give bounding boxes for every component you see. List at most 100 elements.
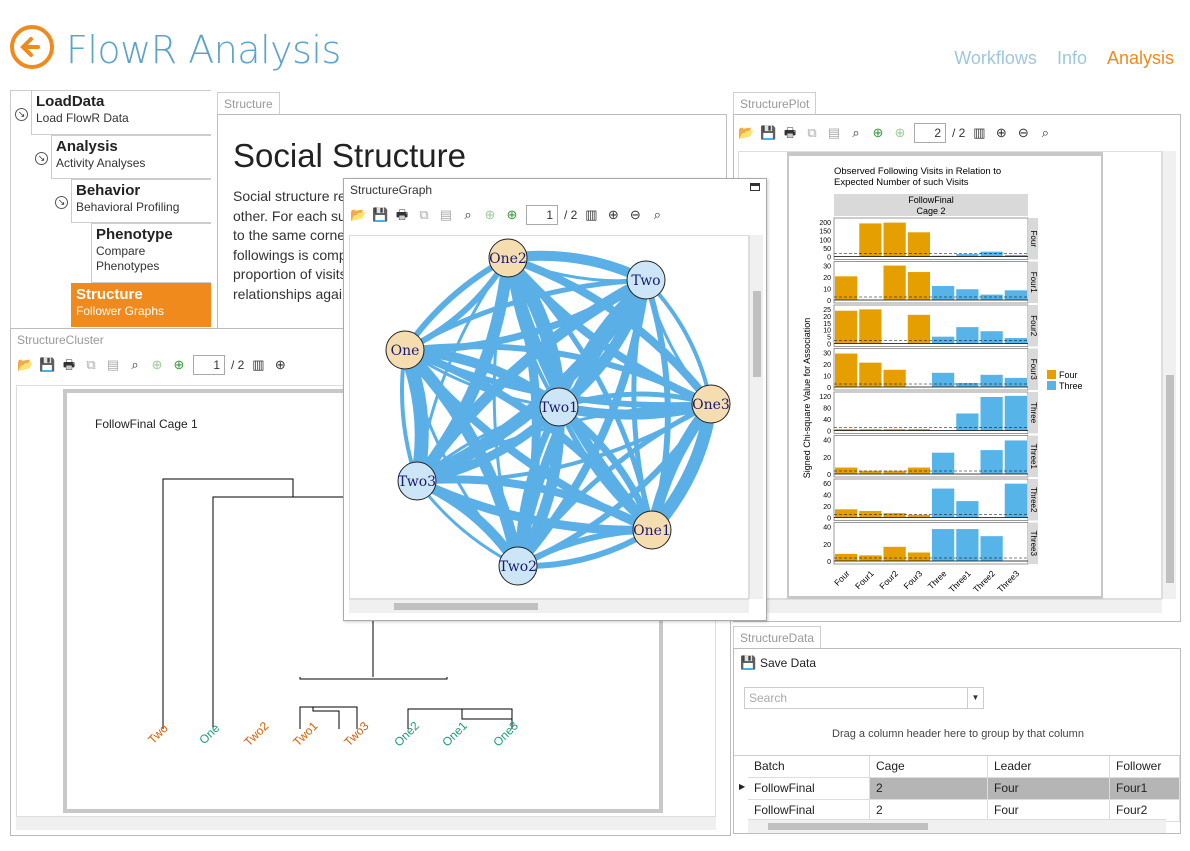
zoom-menu-icon[interactable]: ⌕ <box>1041 125 1049 140</box>
graph-vscroll[interactable] <box>749 235 763 599</box>
paste-icon[interactable]: ▤ <box>106 357 120 372</box>
find-icon[interactable]: ⌕ <box>131 357 139 372</box>
x-tick-label: Three1 <box>947 568 973 594</box>
facet-label: Four1 <box>1029 272 1038 293</box>
plot-vscroll[interactable] <box>1162 151 1176 599</box>
legend-swatch <box>1047 381 1056 390</box>
chart-title: Expected Number of such Visits <box>834 177 969 188</box>
scroll-thumb[interactable] <box>768 823 928 830</box>
table-cell[interactable]: FollowFinal <box>748 778 870 800</box>
page-down-icon[interactable]: ⊕ <box>894 125 906 140</box>
graph-node <box>498 546 538 586</box>
workflow-item-behavior[interactable]: Behavior Behavioral Profiling <box>71 179 211 223</box>
search-input[interactable]: Search ▼ <box>744 687 984 709</box>
scroll-thumb[interactable] <box>394 603 538 610</box>
follower-graph: One2 Two One Two1 One3 Two3 One1 Two2 <box>385 238 731 586</box>
page-up-icon[interactable]: ⊕ <box>872 125 884 140</box>
table-cell[interactable]: 2 <box>870 778 988 800</box>
page-down-icon[interactable]: ⊕ <box>506 207 518 222</box>
copy-icon[interactable]: ⧉ <box>807 125 817 140</box>
node-label: One1 <box>633 523 671 539</box>
copy-icon[interactable]: ⧉ <box>419 207 429 222</box>
bar <box>932 286 955 300</box>
nav-workflows[interactable]: Workflows <box>954 48 1037 68</box>
workflow-item-phenotype[interactable]: Phenotype Compare Phenotypes <box>91 223 211 283</box>
back-button[interactable] <box>10 25 54 69</box>
graph-hscroll[interactable] <box>349 599 749 613</box>
page-layout-icon[interactable]: ▥ <box>252 357 265 372</box>
y-tick-label: 0 <box>827 429 831 436</box>
print-icon[interactable]: 🖶 <box>783 125 797 140</box>
print-icon[interactable]: 🖶 <box>395 207 409 222</box>
tab-structure[interactable]: Structure <box>217 92 280 114</box>
bar <box>883 513 906 518</box>
page-layout-icon[interactable]: ▥ <box>585 207 598 222</box>
page-up-icon[interactable]: ⊕ <box>151 357 163 372</box>
zoom-in-icon[interactable]: ⊕ <box>274 357 286 372</box>
save-data-button[interactable]: 💾 Save Data <box>740 655 817 670</box>
open-folder-icon[interactable]: 📂 <box>17 357 34 372</box>
expand-icon[interactable]: ↘ <box>35 152 48 165</box>
chevron-down-icon[interactable]: ▼ <box>967 688 983 708</box>
nav-info[interactable]: Info <box>1056 48 1087 68</box>
bar <box>980 396 1003 431</box>
graph-edge <box>515 401 714 569</box>
zoom-in-icon[interactable]: ⊕ <box>607 207 619 222</box>
find-icon[interactable]: ⌕ <box>464 207 472 222</box>
column-header[interactable]: Cage <box>870 756 988 778</box>
y-tick-label: 0 <box>827 342 831 349</box>
save-icon[interactable]: 💾 <box>760 125 777 140</box>
scroll-thumb[interactable] <box>1166 375 1174 583</box>
x-tick-label: Four2 <box>877 568 900 591</box>
minimize-icon[interactable] <box>750 183 760 191</box>
page-input[interactable]: 2 <box>914 123 946 143</box>
save-icon[interactable]: 💾 <box>39 357 56 372</box>
graph-node <box>539 387 579 427</box>
workflow-item-analysis[interactable]: Analysis Activity Analyses <box>51 135 211 179</box>
bar <box>835 353 858 387</box>
paste-icon[interactable]: ▤ <box>439 207 453 222</box>
scroll-thumb[interactable] <box>753 291 761 377</box>
workflow-item-loaddata[interactable]: LoadData Load FlowR Data <box>31 91 211 135</box>
workflow-item-structure[interactable]: Structure Follower Graphs <box>71 283 211 327</box>
workflow-tree: LoadData Load FlowR Data ↘ Analysis Acti… <box>10 90 211 330</box>
page-up-icon[interactable]: ⊕ <box>484 207 496 222</box>
copy-icon[interactable]: ⧉ <box>86 357 96 372</box>
bar <box>859 470 882 474</box>
y-tick-label: 30 <box>823 264 831 271</box>
cluster-hscroll[interactable] <box>16 816 716 830</box>
expand-icon[interactable]: ↘ <box>15 108 28 121</box>
node-label: Two <box>631 273 660 289</box>
table-cell[interactable]: Four <box>988 778 1110 800</box>
bar <box>1004 254 1027 257</box>
structure-graph-window[interactable]: StructureGraph 📂 💾 🖶 ⧉ ▤ ⌕ ⊕ ⊕ 1 / 2 ▥ ⊕… <box>343 178 767 621</box>
zoom-menu-icon[interactable]: ⌕ <box>653 207 661 222</box>
open-folder-icon[interactable]: 📂 <box>350 207 367 222</box>
bar <box>883 222 906 257</box>
nav-analysis[interactable]: Analysis <box>1106 48 1174 68</box>
paste-icon[interactable]: ▤ <box>827 125 841 140</box>
zoom-in-icon[interactable]: ⊕ <box>995 125 1007 140</box>
column-header[interactable]: Leader <box>988 756 1110 778</box>
column-header[interactable]: Follower <box>1110 756 1180 778</box>
open-folder-icon[interactable]: 📂 <box>738 125 755 140</box>
zoom-out-icon[interactable]: ⊖ <box>1017 125 1029 140</box>
grid-hscroll[interactable] <box>748 819 1166 833</box>
save-icon[interactable]: 💾 <box>372 207 389 222</box>
tab-structure-plot[interactable]: StructurePlot <box>733 92 817 114</box>
zoom-out-icon[interactable]: ⊖ <box>629 207 641 222</box>
table-cell[interactable]: Four1 <box>1110 778 1180 800</box>
expand-icon[interactable]: ↘ <box>55 196 68 209</box>
column-header[interactable]: Batch <box>748 756 870 778</box>
bar <box>1004 395 1027 431</box>
find-icon[interactable]: ⌕ <box>852 125 860 140</box>
page-input[interactable]: 1 <box>193 355 225 375</box>
print-icon[interactable]: 🖶 <box>62 357 76 372</box>
tab-structure-data[interactable]: StructureData <box>733 626 822 648</box>
page-down-icon[interactable]: ⊕ <box>173 357 185 372</box>
plot-hscroll[interactable] <box>738 599 1162 613</box>
page-layout-icon[interactable]: ▥ <box>973 125 986 140</box>
page-input[interactable]: 1 <box>526 205 558 225</box>
graph-node <box>626 260 666 300</box>
back-arrow-icon <box>20 37 40 57</box>
